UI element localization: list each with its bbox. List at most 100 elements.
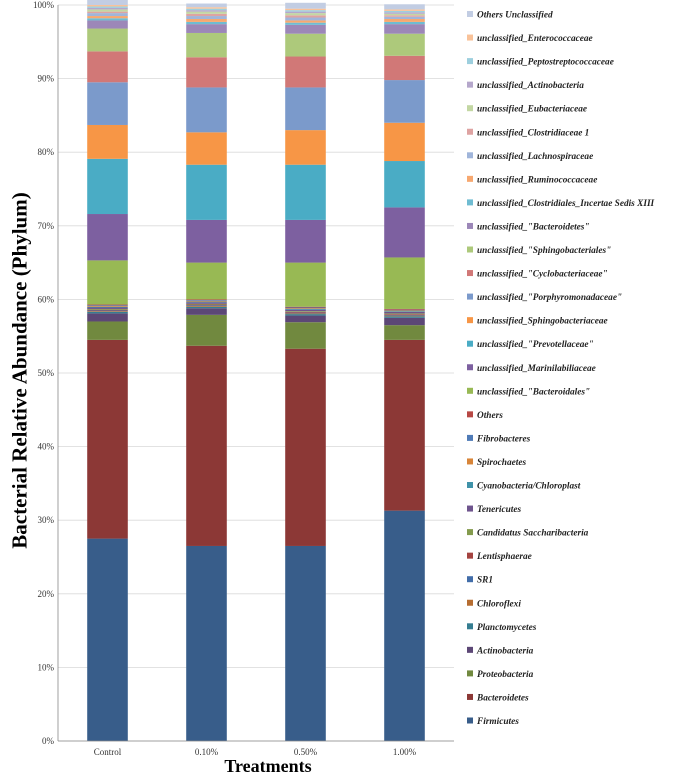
- legend-label: unclassified_Sphingobacteriaceae: [477, 317, 608, 327]
- legend-swatch: [467, 81, 473, 88]
- bar-segment: [87, 304, 128, 306]
- bar-segment: [186, 306, 227, 307]
- bar-segment: [186, 87, 227, 133]
- bar-segment: [87, 311, 128, 314]
- legend-swatch: [467, 387, 473, 394]
- bar-segment: [186, 8, 227, 11]
- bar-segment: [87, 307, 128, 309]
- bar-segment: [384, 315, 425, 317]
- legend-swatch: [467, 482, 473, 488]
- bar-segment: [285, 311, 326, 312]
- bar-segment: [384, 339, 425, 511]
- bar-segment: [87, 28, 128, 52]
- legend-label: unclassified_"Bacteroidetes": [477, 222, 590, 232]
- legend-label: unclassified_Marinilabiliaceae: [477, 364, 596, 374]
- bar-segment: [87, 0, 128, 6]
- bar-segment: [285, 2, 326, 9]
- legend-swatch: [467, 411, 473, 418]
- bar-segment: [186, 57, 227, 88]
- bar-segment: [186, 18, 227, 22]
- bar-segment: [186, 262, 227, 300]
- bar-segment: [384, 310, 425, 312]
- legend-label: unclassified_Enterococcaceae: [477, 34, 593, 44]
- bar-segment: [87, 309, 128, 311]
- bar-segment: [285, 262, 326, 307]
- bar-segment: [384, 33, 425, 56]
- y-tick-label: 90%: [38, 74, 55, 84]
- y-tick-label: 10%: [38, 662, 55, 672]
- legend-label: unclassified_Peptostreptococcaceae: [477, 58, 614, 68]
- legend: Others Unclassified unclassified_Enteroco…: [467, 11, 655, 727]
- bar-segment: [384, 316, 425, 318]
- bar-segment: [87, 18, 128, 21]
- bar-segment: [186, 303, 227, 305]
- bar-segment: [87, 6, 128, 8]
- bar-segment: [285, 164, 326, 220]
- legend-label: Cyanobacteria/Chloroplast: [477, 482, 581, 492]
- y-axis-title-wrap: Bacterial Relative Abundance (Phylum): [0, 0, 40, 740]
- legend-label: unclassified_"Bacteroidales": [477, 387, 590, 397]
- bar-segment: [285, 311, 326, 313]
- bar-segment: [384, 55, 425, 81]
- bar-segment: [285, 11, 326, 14]
- y-tick-label: 40%: [38, 442, 55, 452]
- bar-segment: [384, 207, 425, 258]
- bar-segment: [87, 124, 128, 159]
- bar-segment: [285, 130, 326, 165]
- legend-label: unclassified_"Porphyromonadaceae": [477, 293, 622, 303]
- legend-swatch: [467, 34, 473, 41]
- bar-segment: [87, 82, 128, 125]
- legend-swatch: [467, 175, 473, 182]
- legend-swatch: [467, 623, 473, 630]
- bar-segment: [87, 306, 128, 308]
- bar-segment: [186, 219, 227, 263]
- y-tick-label: 50%: [38, 368, 55, 378]
- bar-segment: [186, 345, 227, 546]
- bar-segment: [186, 16, 227, 19]
- bar-segment: [186, 545, 227, 741]
- bar-segment: [285, 22, 326, 25]
- bar-segment: [384, 9, 425, 11]
- legend-swatch: [467, 270, 473, 277]
- bar-segment: [87, 9, 128, 12]
- legend-label: Planctomycetes: [477, 623, 537, 633]
- bar-segment: [285, 306, 326, 308]
- legend-swatch: [467, 105, 473, 112]
- bar-segment: [285, 312, 326, 314]
- y-tick-label: 20%: [38, 589, 55, 599]
- bar-segment: [186, 305, 227, 307]
- bars: [87, 0, 425, 741]
- legend-swatch: [467, 693, 473, 700]
- bar-segment: [87, 11, 128, 14]
- legend-label: unclassified_"Sphingobacteriales": [477, 246, 611, 256]
- bar-segment: [285, 20, 326, 23]
- bar-segment: [87, 311, 128, 312]
- bar-segment: [87, 538, 128, 741]
- bar-segment: [285, 308, 326, 309]
- bar-segment: [87, 20, 128, 29]
- bar-segment: [384, 317, 425, 326]
- legend-swatch: [467, 364, 473, 371]
- legend-label: unclassified_Ruminococcaceae: [477, 175, 597, 185]
- bar-segment: [285, 309, 326, 312]
- bar-segment: [384, 314, 425, 316]
- bar-segment: [186, 7, 227, 9]
- bar-segment: [384, 257, 425, 309]
- bar-segment: [384, 314, 425, 315]
- bar-segment: [384, 510, 425, 741]
- legend-label: SR1: [477, 576, 493, 586]
- bar-segment: [87, 7, 128, 10]
- bar-segment: [186, 3, 227, 8]
- bar-segment: [384, 311, 425, 314]
- legend-swatch: [467, 529, 473, 536]
- bar-segment: [384, 309, 425, 311]
- bar-segment: [384, 24, 425, 34]
- legend-swatch: [467, 576, 473, 583]
- bar-segment: [384, 21, 425, 25]
- bar-segment: [285, 13, 326, 16]
- y-axis-title: Bacterial Relative Abundance (Phylum): [7, 191, 32, 549]
- legend-swatch: [467, 434, 473, 441]
- x-tick-label: 0.10%: [195, 747, 219, 757]
- legend-label: Firmicutes: [476, 717, 519, 727]
